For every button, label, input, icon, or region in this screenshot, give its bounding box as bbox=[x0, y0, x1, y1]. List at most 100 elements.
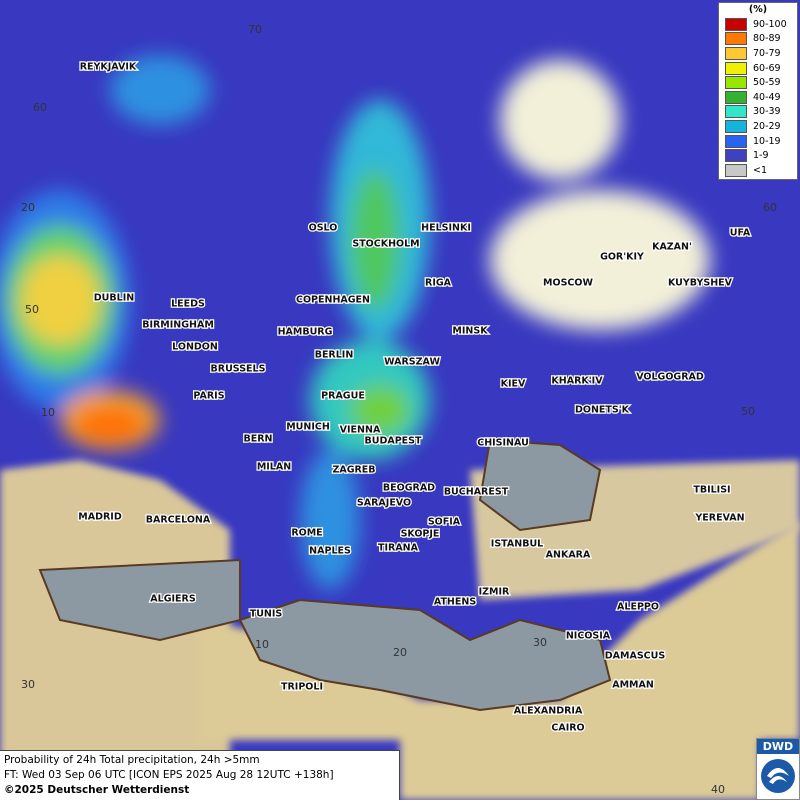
city-label: BEOGRAD bbox=[383, 483, 435, 494]
logo-icon bbox=[761, 759, 795, 793]
city-label: KAZAN' bbox=[652, 242, 692, 253]
legend-swatch bbox=[725, 134, 747, 148]
city-label: IZMIR bbox=[479, 587, 510, 598]
grid-labels: 70 60 20 50 10 30 10 20 30 40 60 50 bbox=[21, 23, 777, 796]
city-label: STOCKHOLM bbox=[352, 239, 419, 250]
legend-entry: 20-29 bbox=[719, 119, 797, 134]
legend-swatch bbox=[725, 46, 747, 60]
city-label: BRUSSELS bbox=[211, 364, 266, 375]
legend-label: 50-59 bbox=[753, 77, 781, 89]
footer: Probability of 24h Total precipitation, … bbox=[0, 750, 400, 800]
legend-entry: 40-49 bbox=[719, 90, 797, 105]
legend-swatch bbox=[725, 105, 747, 119]
city-label: KIEV bbox=[501, 379, 526, 390]
grid-label: 30 bbox=[21, 678, 35, 691]
legend-swatch bbox=[725, 76, 747, 90]
legend-label: 40-49 bbox=[753, 91, 781, 103]
city-label: BERN bbox=[244, 434, 273, 445]
city-label: OSLO bbox=[309, 223, 338, 234]
city-label: DONETS'K bbox=[575, 405, 630, 416]
city-label: VIENNA bbox=[340, 425, 381, 436]
city-label: ALEPPO bbox=[617, 602, 659, 613]
city-label: LONDON bbox=[172, 342, 218, 353]
legend-entry: 1-9 bbox=[719, 148, 797, 163]
legend-title: (%) bbox=[748, 4, 768, 15]
city-label: BERLIN bbox=[315, 350, 354, 361]
city-label: TBILISI bbox=[693, 485, 730, 496]
legend-swatch bbox=[725, 17, 747, 31]
legend-label: 1-9 bbox=[753, 150, 769, 162]
city-label: HELSINKI bbox=[421, 223, 471, 234]
legend: (%) 90-100 80-89 70-79 60-69 50-59 40-49 30-39… bbox=[718, 2, 798, 180]
footer-line: Probability of 24h Total precipitation, … bbox=[4, 754, 260, 766]
legend-label: 30-39 bbox=[753, 106, 781, 118]
legend-label: <1 bbox=[753, 164, 768, 176]
grid-label: 30 bbox=[533, 636, 547, 649]
city-label: RIGA bbox=[425, 278, 452, 289]
city-label: CHISINAU bbox=[477, 438, 529, 449]
precip-field bbox=[0, 55, 710, 590]
city-label: SARAJEVO bbox=[357, 498, 411, 509]
legend-label: 10-19 bbox=[753, 135, 781, 147]
city-label: SKOPJE bbox=[401, 529, 440, 540]
city-label: DUBLIN bbox=[94, 293, 134, 304]
city-label: AMMAN bbox=[612, 680, 654, 691]
city-label: TRIPOLI bbox=[281, 682, 323, 693]
city-label: MINSK bbox=[452, 326, 488, 337]
grid-label: 20 bbox=[21, 201, 35, 214]
city-label: ROME bbox=[291, 528, 322, 539]
city-label: KUYBYSHEV bbox=[668, 278, 733, 289]
grid-label: 70 bbox=[248, 23, 262, 36]
city-label: TIRANA bbox=[378, 543, 419, 554]
grid-label: 40 bbox=[711, 783, 725, 796]
city-label: CAIRO bbox=[551, 723, 584, 734]
legend-swatch bbox=[725, 32, 747, 46]
grid-label: 60 bbox=[763, 201, 777, 214]
legend-entry: 10-19 bbox=[719, 134, 797, 149]
legend-swatch bbox=[725, 61, 747, 75]
city-label: COPENHAGEN bbox=[296, 295, 370, 306]
city-label: ISTANBUL bbox=[491, 539, 543, 550]
city-label: BUDAPEST bbox=[365, 436, 422, 447]
city-label: PARIS bbox=[193, 391, 224, 402]
city-label: BARCELONA bbox=[146, 515, 211, 526]
legend-swatch bbox=[725, 149, 747, 163]
city-label: MOSCOW bbox=[543, 278, 593, 289]
legend-label: 70-79 bbox=[753, 47, 781, 59]
city-label: WARSZAW bbox=[384, 357, 440, 368]
city-label: MUNICH bbox=[286, 422, 330, 433]
grid-label: 50 bbox=[25, 303, 39, 316]
legend-label: 20-29 bbox=[753, 120, 781, 132]
legend-entry: 30-39 bbox=[719, 105, 797, 120]
city-label: NAPLES bbox=[309, 546, 351, 557]
legend-entry: <1 bbox=[719, 163, 797, 178]
city-label: ALGIERS bbox=[150, 594, 196, 605]
city-label: UFA bbox=[730, 228, 751, 239]
footer-line: FT: Wed 03 Sep 06 UTC [ICON EPS 2025 Aug… bbox=[4, 769, 334, 781]
city-label: PRAGUE bbox=[321, 391, 365, 402]
legend-swatch bbox=[725, 163, 747, 177]
grid-label: 10 bbox=[41, 406, 55, 419]
sea bbox=[38, 438, 612, 712]
logo: DWD bbox=[756, 738, 800, 800]
legend-entry: 50-59 bbox=[719, 75, 797, 90]
legend-entry: 70-79 bbox=[719, 46, 797, 61]
city-label: BUCHAREST bbox=[444, 487, 509, 498]
legend-label: 60-69 bbox=[753, 62, 781, 74]
legend-entry: 90-100 bbox=[719, 17, 797, 32]
grid-label: 20 bbox=[393, 646, 407, 659]
logo-text: DWD bbox=[757, 739, 799, 754]
grid-label: 50 bbox=[741, 405, 755, 418]
city-label: BIRMINGHAM bbox=[142, 320, 214, 331]
city-label: SOFIA bbox=[428, 517, 461, 528]
grid-label: 60 bbox=[33, 101, 47, 114]
legend-entry: 60-69 bbox=[719, 61, 797, 76]
city-label: DAMASCUS bbox=[605, 651, 666, 662]
legend-label: 80-89 bbox=[753, 33, 781, 45]
city-label: MADRID bbox=[78, 512, 122, 523]
city-label: YEREVAN bbox=[694, 513, 744, 524]
city-label: MILAN bbox=[257, 462, 291, 473]
